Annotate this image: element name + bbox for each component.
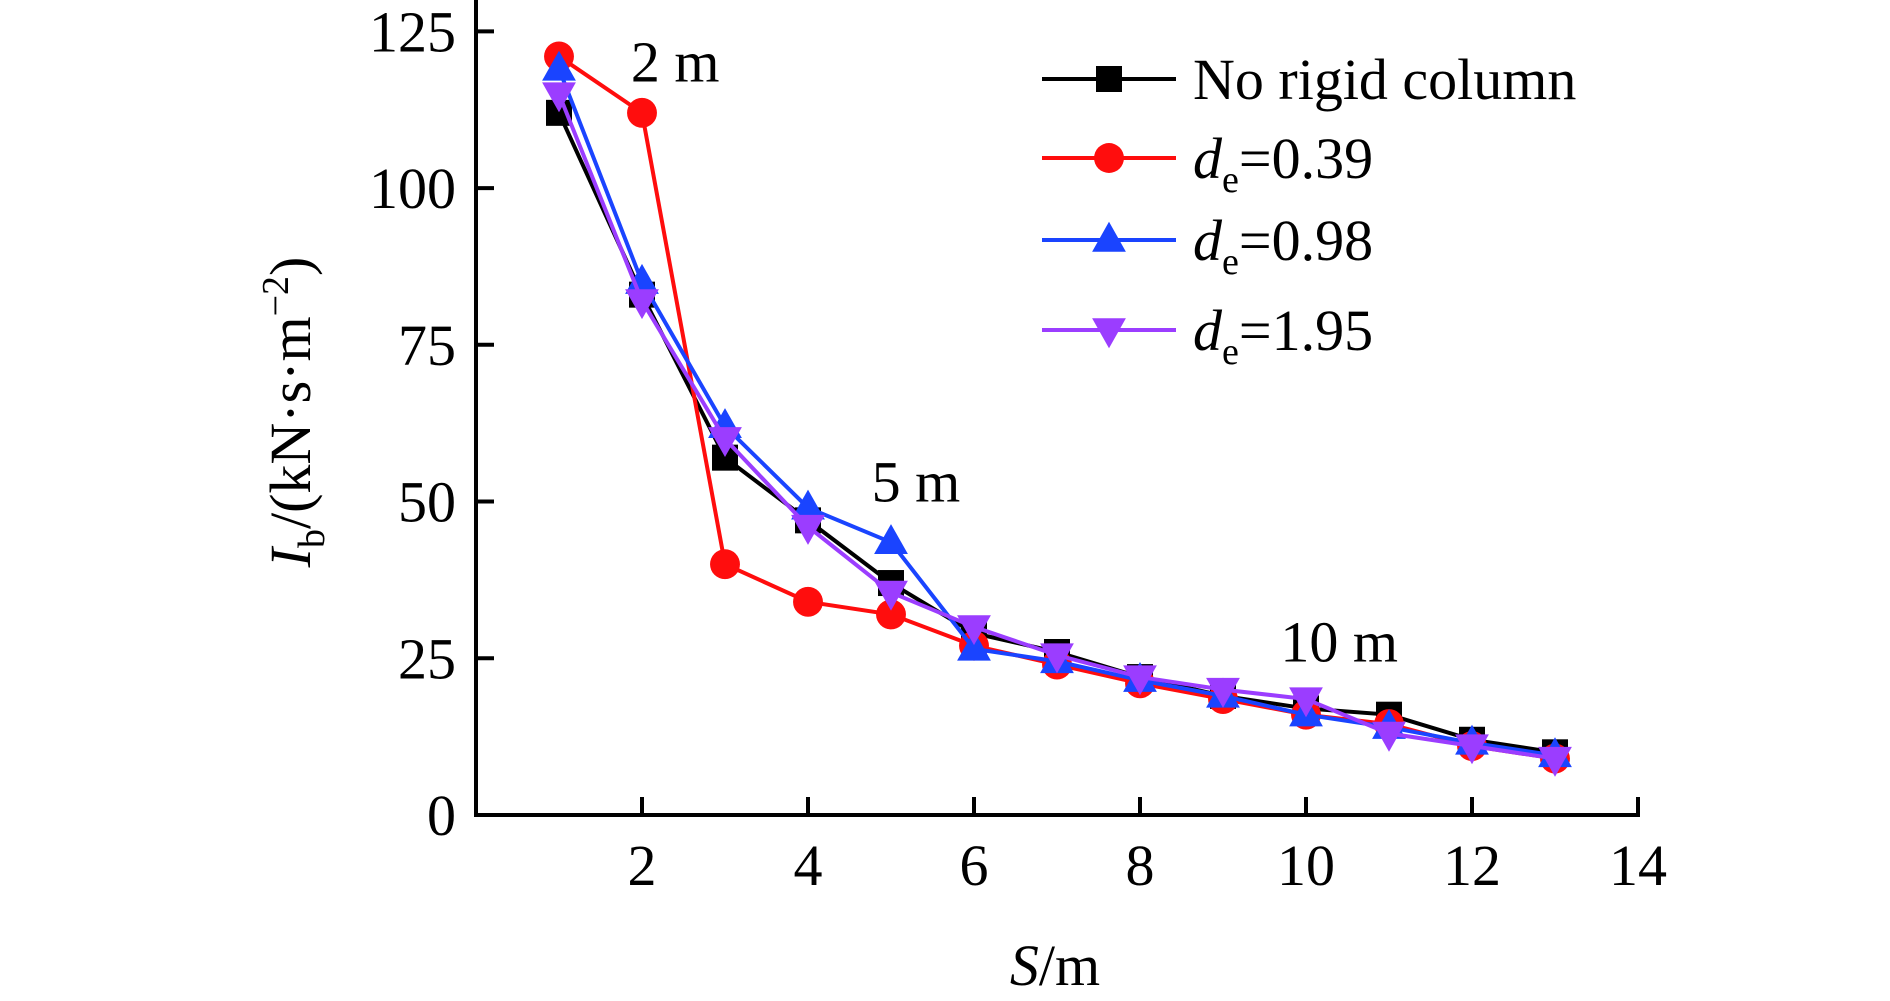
text-part: =0.98: [1239, 208, 1373, 273]
text-part: /(kN·s·m: [258, 316, 323, 529]
annotation-label: 5 m: [872, 450, 961, 515]
y-tick-label: 100: [369, 156, 456, 221]
legend-item: de=0.39: [1042, 126, 1373, 201]
text-part: d: [1193, 126, 1223, 191]
circle-marker: [710, 549, 740, 580]
triangle-down-marker: [625, 289, 659, 320]
text-part: =0.39: [1239, 126, 1373, 191]
triangle-down-marker: [1206, 677, 1240, 708]
text-part: S: [1010, 933, 1039, 998]
annotation-label: 2 m: [631, 30, 720, 95]
triangle-down-marker: [1455, 734, 1489, 765]
legend-item: de=1.95: [1042, 298, 1373, 373]
triangle-up-marker: [957, 630, 991, 661]
text-part: e: [1222, 241, 1239, 283]
triangle-up-marker: [625, 263, 659, 294]
triangle-up-marker: [542, 50, 576, 81]
triangle-down-marker: [957, 615, 991, 646]
triangle-up-marker: [1092, 221, 1126, 252]
legend-item: de=0.98: [1042, 208, 1373, 283]
legend-label: No rigid column: [1193, 47, 1576, 112]
text-part: I: [258, 545, 323, 568]
x-tick-label: 4: [794, 833, 823, 898]
triangle-down-marker: [1289, 687, 1323, 718]
circle-marker: [627, 97, 657, 128]
y-axis-label: Ib/(kN·s·m−2): [255, 257, 333, 569]
x-axis-label: S/m: [1010, 933, 1100, 998]
y-tick-label: 75: [398, 313, 456, 378]
triangle-down-marker: [1123, 665, 1157, 696]
text-part: /m: [1039, 933, 1100, 998]
text-part: =1.95: [1239, 298, 1373, 363]
triangle-down-marker: [874, 580, 908, 611]
legend-label: de=1.95: [1193, 298, 1373, 373]
triangle-down-marker: [1372, 721, 1406, 752]
text-part: e: [1222, 159, 1239, 201]
text-part: −2: [255, 276, 297, 316]
square-marker: [1096, 66, 1122, 92]
axes: 0 25 50 75 100 125 2 4 6 8 10 12 14: [369, 0, 1667, 898]
triangle-down-marker: [1538, 746, 1572, 777]
legend-label: de=0.98: [1193, 208, 1373, 283]
triangle-up-marker: [791, 489, 825, 520]
text-part: No rigid column: [1193, 47, 1576, 112]
x-tick-label: 8: [1126, 833, 1155, 898]
triangle-down-marker: [1040, 643, 1074, 674]
x-tick-label: 12: [1443, 833, 1501, 898]
x-tick-label: 10: [1277, 833, 1335, 898]
series-triangle-down: [542, 82, 1572, 777]
circle-marker: [1094, 143, 1124, 173]
y-tick-label: 50: [398, 470, 456, 535]
text-part: b: [291, 529, 333, 548]
text-part: d: [1193, 298, 1223, 363]
text-part: e: [1222, 331, 1239, 373]
text-part: ): [258, 257, 323, 276]
legend-item: No rigid column: [1042, 47, 1576, 112]
triangle-down-marker: [708, 427, 742, 458]
circle-marker: [793, 586, 823, 617]
text-part: d: [1193, 208, 1223, 273]
x-tick-label: 14: [1609, 833, 1667, 898]
x-tick-label: 6: [960, 833, 989, 898]
series-group: [542, 41, 1572, 777]
legend-label: de=0.39: [1193, 126, 1373, 201]
triangle-up-marker: [874, 524, 908, 554]
circle-marker: [876, 599, 906, 630]
annotations: 2 m 5 m 10 m: [631, 30, 1398, 675]
triangle-down-marker: [542, 82, 576, 113]
y-tick-label: 0: [427, 783, 456, 848]
y-tick-label: 25: [398, 626, 456, 691]
triangle-down-marker: [791, 514, 825, 545]
y-tick-label: 125: [369, 0, 456, 64]
triangle-down-marker: [1092, 318, 1126, 349]
annotation-label: 10 m: [1280, 609, 1398, 674]
x-tick-label: 2: [628, 833, 657, 898]
